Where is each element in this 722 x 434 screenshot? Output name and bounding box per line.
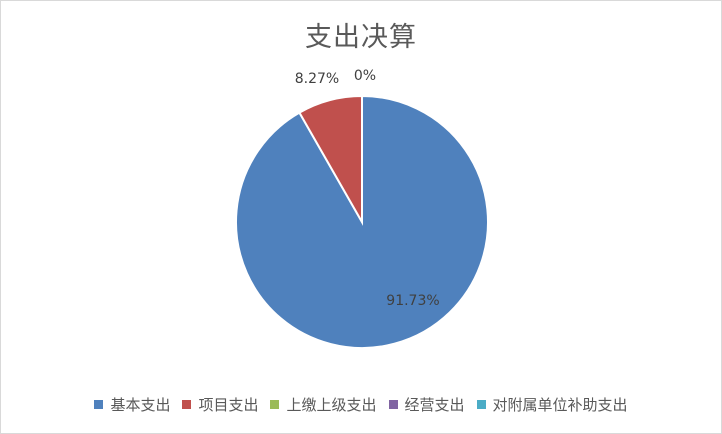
legend-label: 基本支出 [110, 396, 171, 414]
legend-item-operating-expenditure: 经营支出 [388, 394, 465, 415]
data-label-project-expenditure: 8.27% [295, 71, 339, 87]
legend-item-basic-expenditure: 基本支出 [94, 394, 170, 415]
data-label-basic-expenditure: 91.73% [386, 293, 439, 309]
chart-legend: 基本支出 项目支出 上缴上级支出 经营支出 对附属单位补助支出 [1, 394, 721, 415]
legend-label: 对附属单位补助支出 [492, 396, 628, 414]
legend-label: 上缴上级支出 [286, 396, 377, 414]
legend-swatch [476, 400, 486, 409]
legend-swatch [94, 400, 104, 409]
legend-item-remit-to-superior: 上缴上级支出 [270, 394, 377, 415]
chart-title: 支出决算 [305, 22, 417, 53]
legend-item-project-expenditure: 项目支出 [182, 394, 258, 415]
pie-slice-basic-expenditure [235, 94, 489, 349]
legend-item-subsidy-to-affiliates: 对附属单位补助支出 [476, 394, 628, 415]
legend-label: 项目支出 [198, 396, 259, 414]
legend-swatch [270, 400, 280, 409]
legend-swatch [388, 400, 398, 409]
data-label-remit-to-superior: 0% [354, 68, 376, 84]
legend-label: 经营支出 [404, 396, 465, 414]
pie-slice-project-expenditure [298, 94, 363, 226]
legend-swatch [182, 400, 192, 409]
